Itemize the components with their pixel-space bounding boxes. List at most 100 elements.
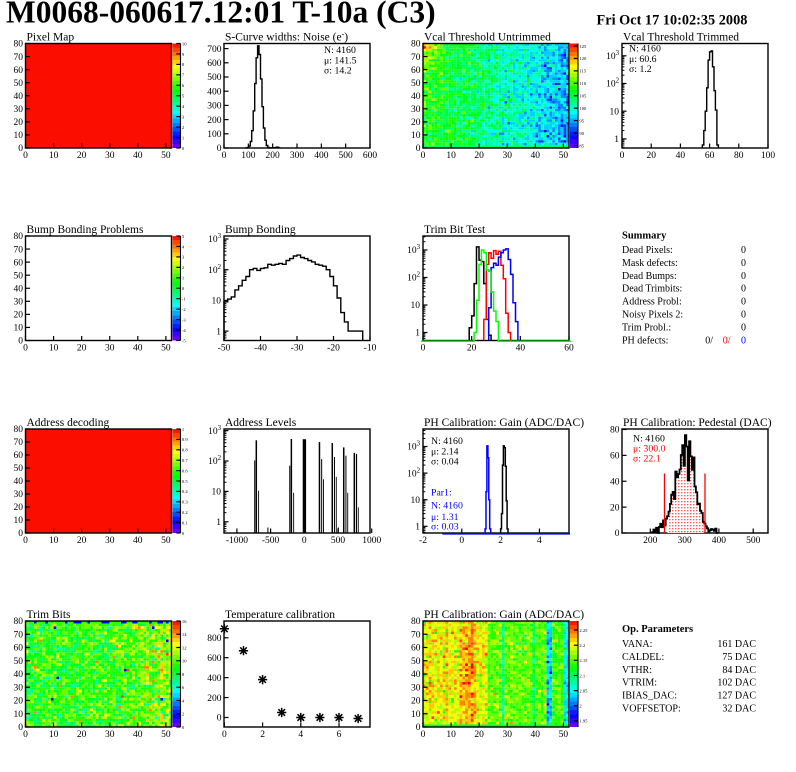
svg-text:-500: -500	[262, 536, 280, 546]
svg-text:50: 50	[559, 151, 569, 161]
svg-text:μ: 60.6: μ: 60.6	[629, 54, 657, 65]
svg-text:20: 20	[411, 697, 421, 707]
svg-text:20: 20	[411, 118, 421, 128]
svg-text:Trim Probl.:: Trim Probl.:	[622, 322, 671, 333]
svg-text:100: 100	[241, 151, 256, 161]
svg-text:10: 10	[14, 324, 24, 334]
svg-text:0: 0	[18, 337, 23, 347]
svg-text:0: 0	[741, 258, 746, 269]
svg-text:-20: -20	[327, 344, 340, 354]
svg-text:60: 60	[14, 644, 24, 654]
svg-text:1: 1	[182, 427, 185, 432]
svg-text:5: 5	[182, 94, 185, 99]
svg-text:60: 60	[705, 151, 715, 161]
svg-text:200: 200	[266, 151, 281, 161]
svg-text:40: 40	[610, 477, 620, 487]
svg-text:0.7: 0.7	[182, 458, 188, 463]
svg-text:σ: 1.2: σ: 1.2	[629, 64, 652, 75]
svg-text:10: 10	[411, 301, 421, 311]
svg-text:80: 80	[14, 40, 24, 50]
svg-text:300: 300	[677, 536, 692, 546]
svg-text:4: 4	[298, 730, 303, 740]
svg-text:0: 0	[302, 536, 307, 546]
svg-text:300: 300	[207, 102, 222, 112]
svg-text:Dead Trimbits:: Dead Trimbits:	[622, 284, 682, 295]
svg-text:400: 400	[712, 536, 727, 546]
svg-text:40: 40	[133, 730, 143, 740]
svg-text:90: 90	[579, 131, 584, 136]
svg-text:20: 20	[77, 151, 87, 161]
svg-text:0: 0	[416, 723, 421, 733]
svg-text:2.05: 2.05	[579, 688, 588, 693]
svg-text:3: 3	[182, 114, 185, 119]
svg-text:14: 14	[182, 632, 187, 637]
svg-text:40: 40	[14, 92, 24, 102]
svg-text:80: 80	[610, 426, 620, 436]
svg-text:50: 50	[14, 657, 24, 667]
svg-text:Address Probl:: Address Probl:	[622, 297, 682, 308]
svg-text:20: 20	[14, 118, 24, 128]
svg-text:100: 100	[579, 106, 587, 111]
svg-text:Noisy Pixels 2:: Noisy Pixels 2:	[622, 310, 683, 321]
svg-text:1: 1	[415, 523, 420, 533]
svg-text:200: 200	[207, 694, 222, 704]
svg-text:8: 8	[182, 62, 185, 67]
svg-text:2: 2	[579, 704, 582, 709]
svg-text:4: 4	[537, 536, 542, 546]
svg-text:40: 40	[14, 284, 24, 294]
svg-text:80: 80	[411, 40, 421, 50]
svg-text:PH defects:: PH defects:	[622, 335, 668, 346]
svg-text:1: 1	[182, 276, 185, 281]
svg-text:0: 0	[222, 151, 227, 161]
svg-text:-10: -10	[364, 344, 377, 354]
svg-text:30: 30	[14, 490, 24, 500]
svg-text:32 DAC: 32 DAC	[722, 704, 756, 715]
svg-text:800: 800	[207, 634, 222, 644]
svg-text:70: 70	[411, 53, 421, 63]
svg-text:1000: 1000	[362, 536, 381, 546]
svg-text:Mask defects:: Mask defects:	[622, 258, 678, 269]
svg-text:Trim Bit Test: Trim Bit Test	[424, 224, 486, 236]
svg-text:PH Calibration: Gain (ADC/DAC): PH Calibration: Gain (ADC/DAC)	[424, 609, 584, 621]
svg-text:0: 0	[222, 730, 227, 740]
svg-text:N: 4160: N: 4160	[431, 501, 463, 512]
svg-text:0: 0	[23, 536, 28, 546]
svg-text:-3: -3	[182, 317, 187, 322]
svg-text:40: 40	[411, 670, 421, 680]
svg-text:80: 80	[14, 617, 24, 627]
svg-text:10: 10	[49, 730, 59, 740]
svg-text:10: 10	[446, 151, 456, 161]
svg-text:0.5: 0.5	[182, 479, 188, 484]
svg-text:60: 60	[411, 66, 421, 76]
svg-text:400: 400	[314, 151, 329, 161]
svg-text:Address decoding: Address decoding	[27, 417, 110, 429]
svg-text:μ: 2.14: μ: 2.14	[431, 447, 459, 458]
svg-text:7: 7	[182, 73, 185, 78]
svg-text:500: 500	[207, 73, 222, 83]
svg-text:0/: 0/	[705, 335, 713, 346]
svg-text:σ: 0.04: σ: 0.04	[431, 457, 459, 468]
svg-text:10: 10	[446, 730, 456, 740]
svg-text:0: 0	[18, 529, 23, 539]
svg-text:30: 30	[14, 683, 24, 693]
svg-text:10: 10	[14, 516, 24, 526]
svg-text:0: 0	[741, 297, 746, 308]
svg-text:161 DAC: 161 DAC	[717, 639, 756, 650]
svg-text:0: 0	[741, 245, 746, 256]
svg-text:S-Curve widths: Noise (e-): S-Curve widths: Noise (e-)	[225, 30, 348, 44]
svg-text:12: 12	[182, 645, 187, 650]
svg-text:20: 20	[474, 151, 484, 161]
svg-text:Par1:: Par1:	[431, 488, 452, 499]
svg-text:70: 70	[14, 245, 24, 255]
svg-text:100: 100	[207, 130, 222, 140]
svg-text:Dead Bumps:: Dead Bumps:	[622, 271, 677, 282]
svg-text:μ: 300.0: μ: 300.0	[633, 444, 666, 455]
svg-text:IBIAS_DAC:: IBIAS_DAC:	[622, 691, 677, 702]
svg-text:VTHR:: VTHR:	[622, 665, 652, 676]
svg-text:50: 50	[161, 536, 171, 546]
svg-text:VTRIM:: VTRIM:	[622, 678, 657, 689]
svg-text:60: 60	[14, 451, 24, 461]
svg-text:80: 80	[14, 425, 24, 435]
svg-text:0: 0	[23, 151, 28, 161]
svg-text:2.25: 2.25	[579, 628, 588, 633]
